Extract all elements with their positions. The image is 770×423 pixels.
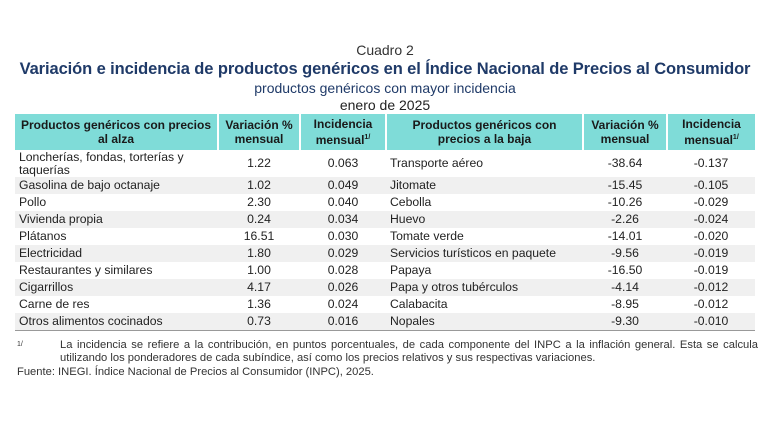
footnote-mark: 1/ — [732, 134, 739, 141]
product-up: Pollo — [19, 195, 47, 209]
product-down: Papa y otros tubérculos — [386, 279, 583, 296]
product-down: Calabacita — [390, 297, 448, 311]
table-caption: Cuadro 2 — [356, 42, 414, 58]
table-row: Electricidad 1.80 0.029 Servicios turístico… — [15, 245, 755, 262]
product-up: Restaurantes y similares — [19, 263, 153, 277]
incidence-up: 0.016 — [300, 313, 386, 331]
table-row: Carne de res 1.36 0.024 Calabacita -8.95 -0.0… — [15, 296, 755, 313]
product-down: Papaya — [390, 263, 432, 277]
incidence-down: -0.020 — [693, 229, 729, 243]
footnote-text: La incidencia se refiere a la contribuci… — [60, 339, 758, 364]
incidence-down: -0.010 — [667, 313, 755, 331]
product-up: Loncherías, fondas, torterías y taquería… — [19, 149, 184, 177]
product-up: Otros alimentos cocinados — [15, 313, 218, 331]
product-down: Jitomate — [386, 177, 583, 194]
table-row: Plátanos 16.51 0.030 Tomate verde -14.01 -0.0… — [15, 228, 755, 245]
header-row: Productos genéricos con precios al alza … — [15, 114, 755, 150]
variation-up: 1.02 — [218, 177, 300, 194]
source-note: Fuente: INEGI. Índice Nacional de Precio… — [17, 366, 374, 378]
incidence-up: 0.029 — [300, 245, 386, 262]
variation-down: -4.14 — [583, 279, 667, 296]
variation-down: -2.26 — [583, 211, 667, 228]
product-down: Transporte aéreo — [390, 156, 484, 170]
table-row: Otros alimentos cocinados 0.73 0.016 Nopale… — [15, 313, 755, 331]
table-row: Loncherías, fondas, torterías y taquería… — [15, 150, 755, 177]
variation-up: 16.51 — [243, 229, 275, 243]
header-label: Incidencia mensual — [682, 117, 741, 147]
incidence-up: 0.026 — [300, 279, 386, 296]
product-down: Cebolla — [390, 195, 432, 209]
product-up: Electricidad — [15, 245, 218, 262]
variation-up: 1.22 — [247, 156, 271, 170]
product-up: Plátanos — [19, 229, 67, 243]
table-row: Cigarrillos 4.17 0.026 Papa y otros tubércu… — [15, 279, 755, 296]
incidence-up: 0.024 — [327, 297, 359, 311]
variation-down: -16.50 — [607, 263, 643, 277]
variation-down: -9.56 — [583, 245, 667, 262]
variation-up: 1.36 — [247, 297, 271, 311]
product-up: Carne de res — [19, 297, 90, 311]
product-up: Vivienda propia — [15, 211, 218, 228]
variation-up: 1.80 — [218, 245, 300, 262]
product-up: Cigarrillos — [15, 279, 218, 296]
incidence-up: 0.030 — [327, 229, 359, 243]
product-down: Huevo — [386, 211, 583, 228]
incidence-down: -0.012 — [693, 297, 729, 311]
incidence-up: 0.034 — [300, 211, 386, 228]
table-row: Gasolina de bajo octanaje 1.02 0.049 Jitoma… — [15, 177, 755, 194]
variation-up: 0.24 — [218, 211, 300, 228]
incidence-down: -0.024 — [667, 211, 755, 228]
header-label: Incidencia mensual — [313, 117, 373, 147]
product-down: Nopales — [386, 313, 583, 331]
table-period: enero de 2025 — [339, 97, 431, 113]
footnote-mark: 1/ — [17, 341, 23, 348]
incidence-table: Productos genéricos con precios al alza … — [15, 114, 755, 331]
incidence-up: 0.063 — [327, 156, 359, 170]
header-up-incidence: Incidencia mensual1/ — [300, 114, 387, 150]
header-up-product: Productos genéricos con precios al alza — [15, 114, 219, 150]
variation-down: -14.01 — [607, 229, 643, 243]
footnote-mark: 1/ — [364, 134, 371, 141]
variation-down: -8.95 — [611, 297, 639, 311]
incidence-down: -0.012 — [667, 279, 755, 296]
table-subtitle: productos genéricos con mayor incidencia — [254, 80, 516, 96]
incidence-up: 0.040 — [327, 195, 359, 209]
variation-up: 1.00 — [247, 263, 271, 277]
header-down-variation: Variación % mensual — [583, 114, 668, 150]
table-title: Variación e incidencia de productos gené… — [19, 60, 751, 78]
product-up: Gasolina de bajo octanaje — [15, 177, 218, 194]
variation-down: -38.64 — [607, 156, 643, 170]
variation-down: -10.26 — [607, 195, 643, 209]
variation-up: 4.17 — [218, 279, 300, 296]
incidence-down: -0.029 — [693, 195, 729, 209]
incidence-down: -0.019 — [667, 245, 755, 262]
variation-down: -15.45 — [583, 177, 667, 194]
header-down-incidence: Incidencia mensual1/ — [667, 114, 755, 150]
variation-down: -9.30 — [583, 313, 667, 331]
header-up-variation: Variación % mensual — [218, 114, 301, 150]
product-down: Servicios turísticos en paquete — [386, 245, 583, 262]
incidence-down: -0.105 — [667, 177, 755, 194]
table-row: Pollo 2.30 0.040 Cebolla -10.26 -0.029 — [15, 194, 755, 211]
table-row: Restaurantes y similares 1.00 0.028 Papaya -… — [15, 262, 755, 279]
variation-up: 0.73 — [218, 313, 300, 331]
table-row: Vivienda propia 0.24 0.034 Huevo -2.26 -0.024 — [15, 211, 755, 228]
incidence-down: -0.137 — [693, 156, 729, 170]
incidence-down: -0.019 — [693, 263, 729, 277]
variation-up: 2.30 — [247, 195, 271, 209]
incidence-up: 0.028 — [327, 263, 359, 277]
product-down: Tomate verde — [390, 229, 464, 243]
incidence-up: 0.049 — [300, 177, 386, 194]
header-down-product: Productos genéricos con precios a la baj… — [386, 114, 584, 150]
